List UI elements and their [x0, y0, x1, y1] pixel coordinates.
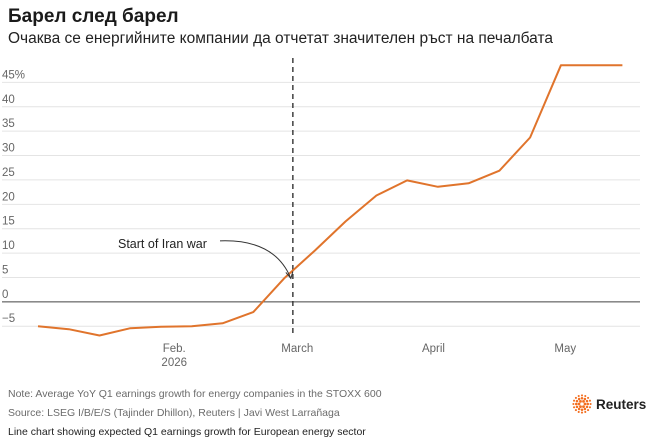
y-tick-label: 30	[2, 143, 15, 155]
x-tick-sublabel: 2026	[161, 357, 187, 369]
y-tick-label: 0	[2, 289, 8, 301]
y-tick-label: 25	[2, 167, 15, 179]
brand-name: Reuters	[596, 396, 647, 412]
x-tick-label: May	[554, 343, 576, 355]
y-tick-label: 10	[2, 240, 15, 252]
chart-title: Барел след барел	[8, 6, 179, 27]
reuters-logo-icon	[572, 394, 592, 414]
event-arrow	[219, 240, 292, 279]
x-tick-label: April	[422, 343, 445, 355]
data-line	[37, 64, 623, 337]
y-tick-label: 20	[2, 191, 15, 203]
reuters-logo: Reuters	[572, 394, 646, 414]
y-tick-label: 15	[2, 216, 15, 228]
x-tick-label: Feb.	[163, 343, 186, 355]
chart-note: Note: Average YoY Q1 earnings growth for…	[8, 388, 382, 400]
event-label: Start of Iran war	[118, 237, 207, 251]
chart-subtitle: Очаква се енергийните компании да отчета…	[8, 30, 554, 47]
y-tick-label: 45%	[2, 69, 25, 81]
y-tick-label: 40	[2, 94, 15, 106]
y-tick-label: 35	[2, 118, 15, 130]
y-tick-label: −5	[2, 313, 15, 325]
y-tick-label: 5	[2, 264, 8, 276]
chart-source: Source: LSEG I/B/E/S (Tajinder Dhillon),…	[8, 407, 340, 419]
event-arrowhead	[285, 271, 294, 280]
x-tick-label: March	[281, 343, 313, 355]
chart-alt-text: Line chart showing expected Q1 earnings …	[8, 426, 366, 438]
